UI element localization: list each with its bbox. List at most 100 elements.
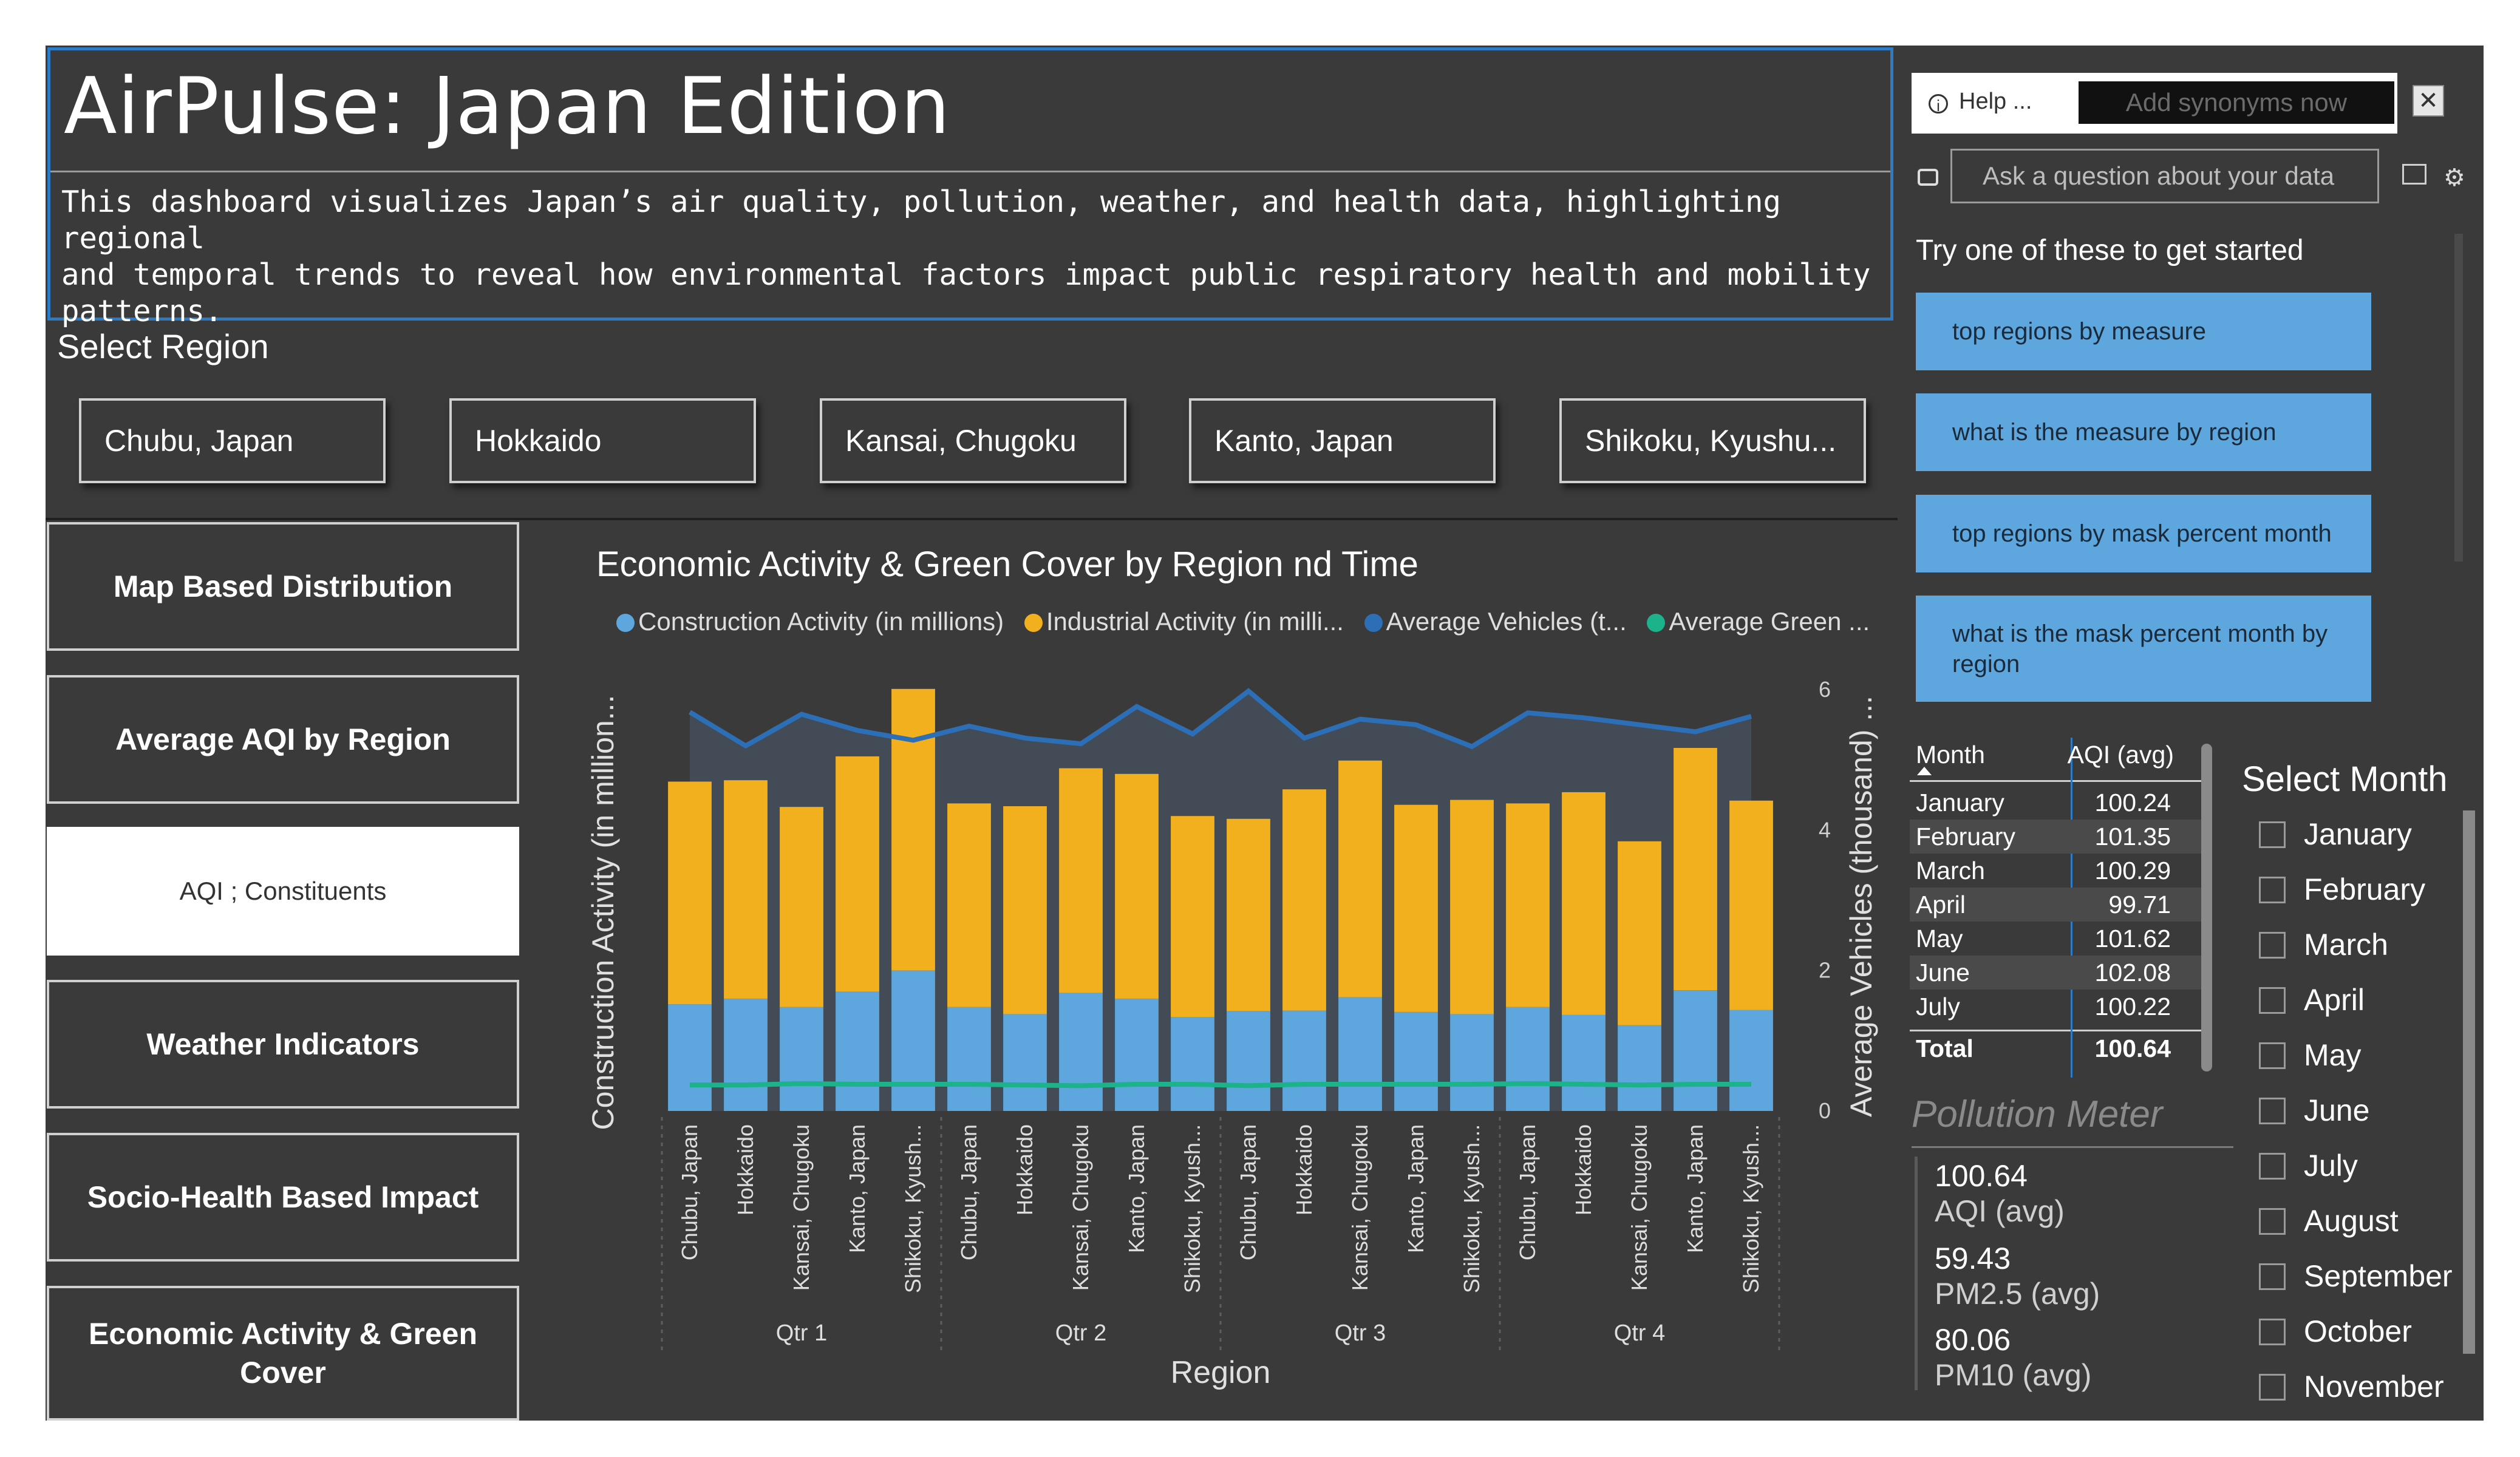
qa-scrollbar[interactable] — [2454, 234, 2463, 562]
x-tick-label: Shikoku, Kyush... — [1738, 1124, 1763, 1293]
region-option-shikoku[interactable]: Shikoku, Kyushu... — [1559, 398, 1866, 483]
pm10-avg-label: PM10 (avg) — [1935, 1358, 2092, 1392]
cell-month: January — [1916, 789, 2004, 817]
legend-item[interactable]: Average Vehicles (t... — [1364, 607, 1627, 636]
table-row[interactable]: January 100.24 — [1910, 786, 2207, 820]
month-option-march[interactable]: March — [2259, 927, 2388, 962]
nav-economic-green[interactable]: Economic Activity & Green Cover — [47, 1286, 519, 1421]
bar-industrial — [947, 803, 991, 1007]
checkbox[interactable] — [2259, 877, 2286, 903]
close-icon[interactable]: ✕ — [2413, 85, 2444, 117]
qa-question-input[interactable]: Ask a question about your data — [1950, 149, 2379, 203]
region-option-hokkaido[interactable]: Hokkaido — [449, 398, 756, 483]
month-option-may[interactable]: May — [2259, 1038, 2361, 1073]
quarter-label: Qtr 2 — [1055, 1320, 1106, 1346]
share-icon[interactable] — [2402, 164, 2426, 185]
qa-suggestion[interactable]: top regions by mask percent month — [1916, 495, 2371, 572]
month-label: November — [2304, 1370, 2444, 1404]
table-scrollbar[interactable] — [2201, 744, 2212, 1072]
column-header-month[interactable]: Month — [1916, 741, 1985, 769]
help-link[interactable]: i Help ... — [1929, 89, 2032, 115]
nav-aqi-constituents[interactable]: AQI ; Constituents — [47, 827, 519, 956]
page-title: AirPulse: Japan Edition — [64, 61, 951, 152]
checkbox[interactable] — [2259, 1319, 2286, 1345]
table-total-row: Total 100.64 — [1910, 1031, 2207, 1065]
bar-construction — [947, 1007, 991, 1111]
table-row[interactable]: February 101.35 — [1910, 820, 2207, 854]
month-label: September — [2304, 1259, 2453, 1293]
x-tick-label: Shikoku, Kyush... — [1459, 1124, 1484, 1293]
region-option-kanto[interactable]: Kanto, Japan — [1189, 398, 1496, 483]
region-option-kansai[interactable]: Kansai, Chugoku — [820, 398, 1126, 483]
table-row[interactable]: March 100.29 — [1910, 854, 2207, 888]
nav-weather-indicators[interactable]: Weather Indicators — [47, 980, 519, 1109]
month-option-june[interactable]: June — [2259, 1093, 2369, 1128]
month-option-february[interactable]: February — [2259, 872, 2425, 907]
qa-toolbar: i Help ... Add synonyms now ✕ — [1912, 73, 2444, 134]
pm25-avg-value: 59.43 — [1935, 1241, 2011, 1275]
nav-socio-health[interactable]: Socio-Health Based Impact — [47, 1133, 519, 1262]
qa-suggestion[interactable]: top regions by measure — [1916, 293, 2371, 370]
sort-ascending-icon[interactable] — [1917, 767, 1932, 775]
cell-total-label: Total — [1916, 1034, 1973, 1062]
legend-label: Industrial Activity (in milli... — [1046, 607, 1344, 636]
bar-industrial — [1003, 806, 1047, 1014]
month-option-october[interactable]: October — [2259, 1314, 2412, 1349]
month-option-september[interactable]: September — [2259, 1258, 2453, 1294]
bar-industrial — [1338, 760, 1382, 997]
chart-legend: Construction Activity (in millions) Indu… — [616, 607, 1883, 636]
column-header-aqi[interactable]: AQI (avg) — [2067, 741, 2174, 769]
x-tick-label: Kansai, Chugoku — [789, 1124, 814, 1291]
checkbox[interactable] — [2259, 821, 2286, 848]
month-option-july[interactable]: July — [2259, 1148, 2358, 1183]
legend-item[interactable]: Industrial Activity (in milli... — [1024, 607, 1344, 636]
bar-industrial — [1171, 816, 1214, 1017]
month-option-november[interactable]: November — [2259, 1369, 2444, 1404]
table-row[interactable]: May 101.62 — [1910, 922, 2207, 956]
bar-industrial — [1059, 768, 1103, 993]
x-tick-label: Kansai, Chugoku — [1068, 1124, 1093, 1291]
nav-map-distribution[interactable]: Map Based Distribution — [47, 522, 519, 651]
table-row[interactable]: July 100.22 — [1910, 990, 2207, 1024]
qa-suggestion[interactable]: what is the measure by region — [1916, 393, 2371, 471]
table-row[interactable]: June 102.08 — [1910, 956, 2207, 990]
page-description: This dashboard visualizes Japan’s air qu… — [61, 185, 1871, 328]
info-icon: i — [1929, 94, 1948, 115]
checkbox[interactable] — [2259, 1263, 2286, 1290]
month-option-january[interactable]: January — [2259, 817, 2412, 852]
bar-industrial — [1562, 792, 1606, 1015]
checkbox[interactable] — [2259, 1374, 2286, 1401]
legend-swatch — [616, 614, 635, 632]
y2-axis-title: Average Vehicles (thousand) ... — [1844, 696, 1878, 1117]
y2-tick-label: 2 — [1819, 958, 1831, 983]
gear-icon[interactable]: ⚙ — [2443, 165, 2465, 191]
bar-construction — [1282, 1010, 1326, 1111]
legend-item[interactable]: Average Green ... — [1647, 607, 1870, 636]
month-label: June — [2304, 1093, 2370, 1127]
checkbox[interactable] — [2259, 987, 2286, 1014]
y2-tick-label: 0 — [1819, 1098, 1831, 1123]
x-tick-label: Chubu, Japan — [677, 1124, 702, 1260]
bar-industrial — [668, 781, 712, 1005]
legend-label: Average Vehicles (t... — [1386, 607, 1627, 636]
checkbox[interactable] — [2259, 1098, 2286, 1124]
checkbox[interactable] — [2259, 1153, 2286, 1180]
economic-activity-chart[interactable]: 0 2 4 6 Construction Activity (in million...… — [583, 644, 1882, 1396]
bar-construction — [1003, 1014, 1047, 1111]
legend-label: Construction Activity (in millions) — [638, 607, 1004, 636]
month-option-april[interactable]: April — [2259, 982, 2365, 1017]
bar-industrial — [891, 688, 935, 971]
checkbox[interactable] — [2259, 1208, 2286, 1235]
legend-item[interactable]: Construction Activity (in millions) — [616, 607, 1004, 636]
checkbox[interactable] — [2259, 1042, 2286, 1069]
qa-suggestion[interactable]: what is the mask percent month by region — [1916, 596, 2371, 702]
nav-aqi-by-region[interactable]: Average AQI by Region — [47, 675, 519, 804]
region-option-chubu[interactable]: Chubu, Japan — [79, 398, 386, 483]
pollution-meter-title: Pollution Meter — [1912, 1093, 2163, 1135]
add-synonyms-button[interactable]: Add synonyms now — [2079, 81, 2394, 124]
month-scrollbar[interactable] — [2463, 810, 2475, 1354]
month-label: April — [2304, 983, 2365, 1017]
checkbox[interactable] — [2259, 932, 2286, 959]
month-option-august[interactable]: August — [2259, 1203, 2399, 1238]
table-row[interactable]: April 99.71 — [1910, 888, 2207, 922]
